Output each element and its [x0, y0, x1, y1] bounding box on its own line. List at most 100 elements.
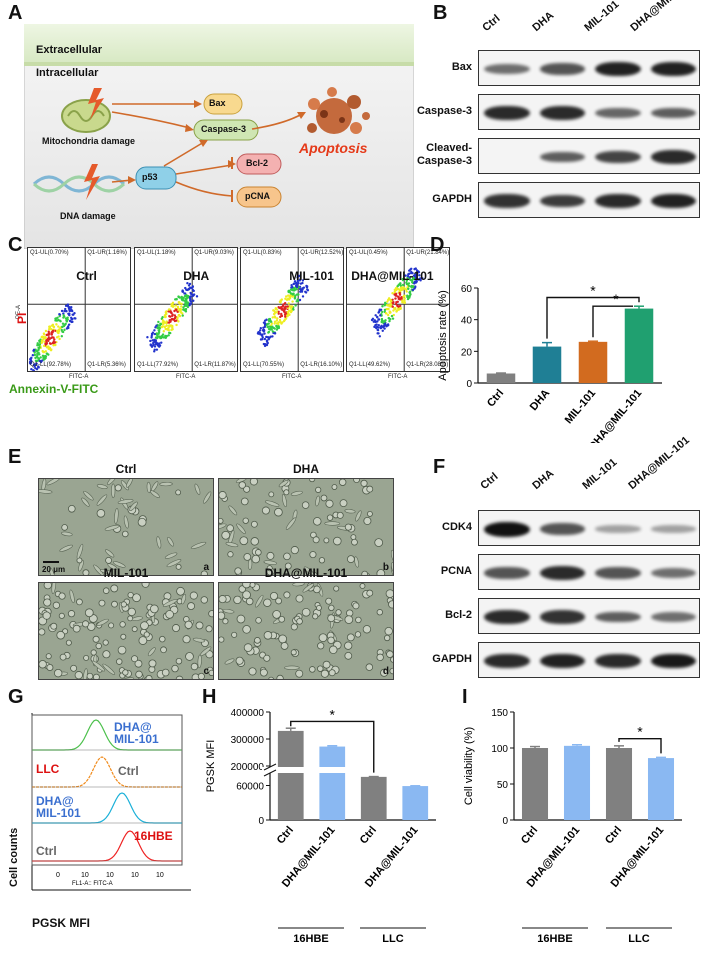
cell — [249, 479, 258, 486]
flow-event — [377, 323, 380, 327]
flow-event — [170, 318, 173, 321]
cell — [315, 486, 322, 493]
blot-band — [650, 653, 696, 669]
cell — [328, 669, 336, 677]
cell — [295, 669, 304, 678]
flow-event — [184, 294, 187, 298]
cell — [263, 598, 272, 607]
flow-event — [158, 326, 161, 330]
cell — [362, 625, 372, 634]
cell — [52, 601, 61, 609]
quadrant-lr: Q1-LR(11.87%) — [194, 362, 236, 368]
cell — [301, 607, 311, 617]
cell — [353, 479, 360, 484]
blot-band — [539, 566, 585, 580]
bar — [319, 746, 346, 820]
flow-event — [169, 320, 172, 323]
break-mark — [263, 769, 277, 777]
flow-event — [58, 314, 61, 318]
cell — [102, 663, 116, 675]
flow-event — [257, 332, 260, 335]
apoptotic-cell-icon — [307, 87, 370, 134]
flow-event — [192, 299, 195, 302]
group-label: 16HBE — [293, 933, 328, 945]
cell — [113, 561, 126, 568]
flow-event — [45, 346, 49, 349]
flow-event — [280, 314, 284, 318]
flow-event — [55, 323, 58, 326]
flow-event — [42, 358, 46, 361]
flow-event — [414, 276, 418, 280]
cell — [159, 635, 166, 643]
cell — [61, 524, 68, 531]
cell — [359, 583, 366, 589]
micrograph: a 20 μm — [38, 478, 214, 576]
flow-event — [383, 308, 387, 312]
cell — [83, 490, 94, 501]
cell — [81, 497, 90, 507]
cell — [221, 530, 231, 540]
mitochondria-icon — [61, 88, 111, 133]
flow-event — [387, 307, 390, 311]
flow-event — [394, 294, 397, 297]
blot-band — [484, 610, 530, 624]
label-p53: p53 — [142, 172, 158, 182]
cell — [111, 483, 116, 499]
flow-event — [376, 328, 379, 332]
quadrant-ul: Q1-UL(0.70%) — [30, 250, 69, 256]
flow-event — [291, 295, 294, 298]
flow-group-label: DHA@MIL-101 — [351, 269, 434, 283]
cell — [385, 589, 393, 599]
flow-event — [33, 351, 36, 354]
micrograph: c — [38, 582, 214, 680]
cell — [290, 649, 297, 656]
flow-event — [276, 317, 279, 320]
flow-event — [31, 354, 35, 357]
flow-event — [50, 327, 53, 331]
flow-event — [42, 356, 46, 359]
cell — [333, 536, 342, 546]
flow-event — [376, 316, 379, 319]
cell — [59, 653, 67, 661]
flow-event — [381, 325, 385, 329]
flow-event — [168, 331, 172, 335]
cell — [56, 630, 65, 640]
flow-event — [73, 311, 76, 315]
flow-event — [377, 311, 380, 314]
flow-event — [297, 281, 300, 285]
flow-event — [389, 302, 392, 305]
cell — [320, 494, 328, 502]
cell — [129, 501, 138, 512]
flow-event — [48, 326, 51, 330]
cell — [355, 616, 362, 624]
flow-event — [151, 344, 154, 347]
flow-event — [55, 319, 59, 322]
cell — [219, 491, 227, 500]
cell — [326, 514, 334, 521]
flow-event — [371, 317, 375, 320]
flow-event — [404, 288, 407, 291]
cell — [39, 660, 47, 669]
flow-event — [157, 329, 160, 332]
flow-event — [189, 292, 193, 296]
flow-event — [399, 284, 403, 287]
cell — [93, 564, 104, 575]
flow-event — [397, 283, 400, 286]
cell — [259, 668, 268, 677]
flow-event — [38, 343, 42, 346]
blot-band — [539, 194, 585, 208]
cell — [283, 489, 290, 496]
blot-strip — [478, 50, 700, 86]
flow-event — [37, 351, 40, 355]
flow-event — [389, 298, 392, 302]
flow-event — [29, 357, 32, 361]
cell — [390, 656, 393, 663]
quadrant-ur: Q1-UR(12.52%) — [300, 250, 344, 256]
flow-event — [265, 318, 268, 321]
blot-band — [484, 521, 530, 537]
flow-event — [65, 319, 68, 322]
flow-event — [170, 304, 173, 308]
flow-event — [415, 269, 419, 272]
cell — [175, 657, 183, 665]
